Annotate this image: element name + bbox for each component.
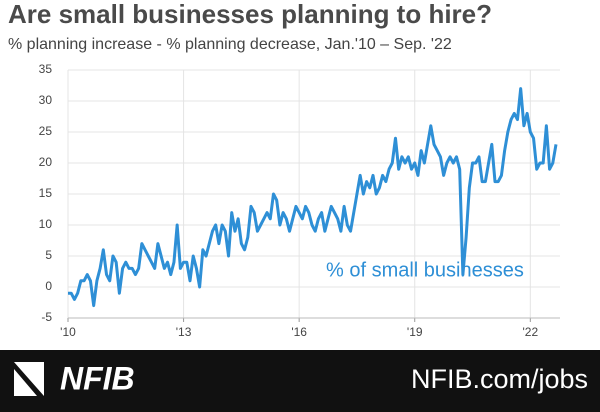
series-label: % of small businesses: [326, 259, 524, 281]
chart-title: Are small businesses planning to hire?: [8, 0, 492, 29]
data-line: [68, 87, 558, 308]
x-tick-label: '16: [291, 325, 307, 339]
x-tick-label: '22: [522, 325, 538, 339]
y-tick-label: -5: [41, 310, 52, 324]
y-tick-label: 15: [39, 186, 53, 200]
logo-mark: [14, 362, 44, 396]
y-tick-label: 30: [39, 93, 53, 107]
plot-area: -5 0 5 10 15 20 25 30 35 '10 '13 '16 '19 '22 % of smal…: [39, 62, 560, 339]
footer-link[interactable]: NFIB.com/jobs: [411, 364, 588, 394]
y-tick-label: 20: [39, 155, 53, 169]
y-tick-label: 0: [45, 279, 52, 293]
x-tick-label: '10: [60, 325, 76, 339]
y-tick-label: 10: [39, 217, 53, 231]
y-tick-label: 5: [45, 248, 52, 262]
x-tick-label: '19: [407, 325, 423, 339]
y-tick-label: 25: [39, 124, 53, 138]
x-tick-label: '13: [176, 325, 192, 339]
footer-bar: [0, 350, 600, 412]
chart-subtitle: % planning increase - % planning decreas…: [8, 36, 452, 53]
y-tick-label: 35: [39, 62, 53, 76]
logo-text: NFIB: [60, 360, 135, 396]
